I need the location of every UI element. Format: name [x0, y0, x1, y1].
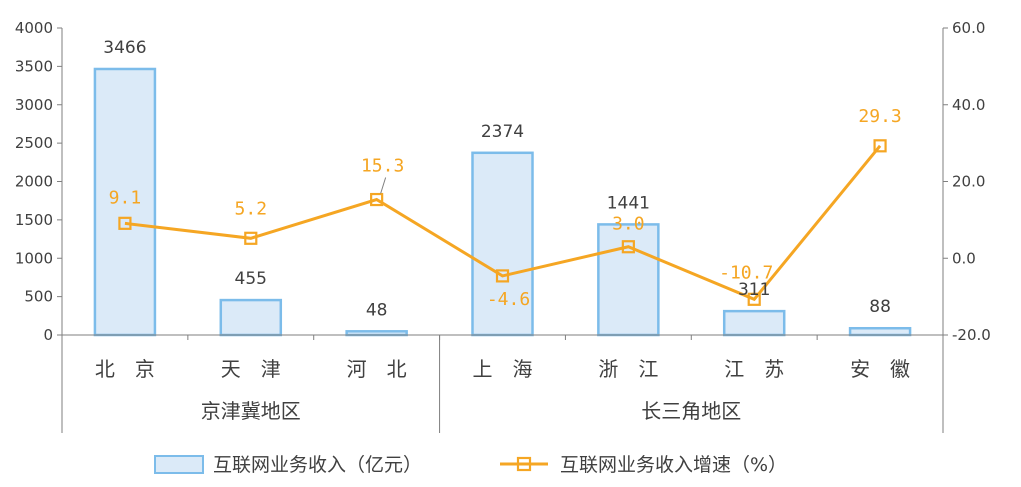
y-left-tick-label: 500: [24, 288, 53, 306]
legend-bar-label: 互联网业务收入（亿元）: [213, 454, 422, 476]
group-label: 京津冀地区: [201, 399, 301, 423]
line-marker: [873, 139, 887, 153]
category-label: 北 京: [95, 357, 155, 381]
line-marker: [370, 192, 384, 207]
line-marker: [118, 216, 132, 230]
bar: [93, 67, 157, 337]
line-value-label: -4.6: [487, 289, 530, 310]
y-left-tick-label: 1000: [15, 249, 53, 267]
y-right-tick-label: 60.0: [952, 19, 985, 37]
bar-value-label: 2374: [481, 122, 524, 142]
line-marker: [244, 231, 258, 245]
axes-layer: [57, 27, 948, 433]
bar: [722, 309, 786, 337]
bar-value-label: 3466: [103, 38, 146, 58]
bar-value-label: 311: [738, 280, 770, 300]
line-layer: [118, 139, 887, 306]
category-label: 天 津: [221, 357, 281, 381]
y-left-tick-label: 2000: [15, 173, 53, 191]
line-marker: [495, 269, 510, 283]
category-label: 浙 江: [598, 357, 658, 381]
category-label: 河 北: [347, 357, 407, 381]
category-label: 江 苏: [724, 357, 784, 381]
line-value-label: 15.3: [361, 156, 404, 177]
y-right-tick-label: 20.0: [952, 173, 985, 191]
bar-value-label: 48: [366, 300, 388, 320]
bars-layer: [93, 67, 912, 337]
line-value-label: 3.0: [612, 214, 645, 235]
y-left-tick-label: 4000: [15, 19, 53, 37]
y-right-tick-label: 40.0: [952, 96, 985, 114]
group-label: 长三角地区: [641, 399, 741, 423]
bar: [597, 223, 660, 337]
y-left-tick-label: 3500: [15, 57, 53, 75]
y-left-tick-label: 3000: [15, 96, 53, 114]
legend-line-label: 互联网业务收入增速（%）: [560, 454, 787, 476]
line-marker: [747, 292, 761, 306]
line-value-label: 5.2: [235, 198, 268, 219]
line-value-label: 29.3: [858, 106, 901, 127]
bar: [219, 298, 283, 337]
y-left-tick-label: 0: [43, 326, 53, 344]
y-left-tick-label: 1500: [15, 211, 53, 229]
bar: [848, 326, 912, 337]
legend-line-marker: [516, 456, 532, 472]
line-value-label: 9.1: [109, 187, 142, 208]
legend: 互联网业务收入（亿元） 互联网业务收入增速（%）: [154, 454, 787, 476]
y-right-tick-label: -20.0: [952, 326, 991, 344]
bar-value-label: 1441: [607, 193, 650, 213]
line-marker: [621, 240, 635, 254]
labels-layer: 0 500 1000 1500 2000 2500 3000 3500 4000 -20.0 0.0…: [15, 19, 991, 423]
label-leader-line: [380, 177, 387, 194]
y-left-tick-label: 2500: [15, 134, 53, 152]
category-label: 安 徽: [850, 357, 910, 381]
legend-bar-swatch: [154, 455, 204, 474]
bar: [345, 330, 408, 337]
growth-line: [124, 144, 882, 302]
bar-value-label: 88: [869, 297, 891, 317]
bar: [471, 151, 534, 337]
y-right-tick-label: 0.0: [952, 249, 976, 267]
bar-value-label: 455: [235, 269, 267, 289]
category-label: 上 海: [473, 357, 533, 381]
line-value-label: -10.7: [719, 262, 773, 283]
